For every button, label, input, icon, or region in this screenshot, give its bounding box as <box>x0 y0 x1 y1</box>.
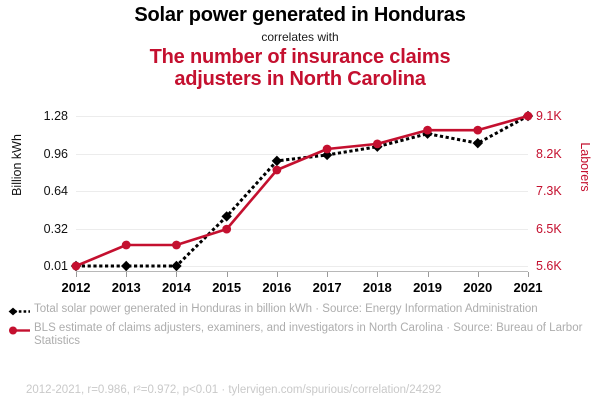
x-axis-tick <box>377 272 379 277</box>
data-point-marker <box>523 111 533 121</box>
y-axis-left-tick-label: 0.96 <box>43 146 68 161</box>
y-axis-right-ticks: 5.6K 6.5K 7.3K 8.2K 9.1K <box>536 109 596 273</box>
x-axis-tick <box>327 272 329 277</box>
x-axis-tick <box>126 272 128 277</box>
x-axis-tick <box>76 272 77 277</box>
data-point-marker <box>472 137 483 149</box>
x-axis-tick-label: 2017 <box>312 280 342 295</box>
correlation-stats: 2012-2021, r=0.986, r²=0.972, p<0.01 · t… <box>26 384 442 396</box>
y-axis-right-tick-label: 9.1K <box>536 109 562 123</box>
x-axis-tick-label: 2016 <box>262 280 292 295</box>
secondary-title-line1: The number of insurance claims <box>149 46 451 68</box>
x-axis-tick-label: 2018 <box>362 280 392 295</box>
plot-area <box>70 110 534 272</box>
y-axis-left-tick-label: 0.32 <box>43 221 68 236</box>
secondary-title: The number of insurance claims adjusters… <box>0 46 600 90</box>
series-line-1 <box>76 114 529 268</box>
legend-item-adjusters: BLS estimate of claims adjusters, examin… <box>8 322 592 349</box>
page-title: Solar power generated in Honduras <box>134 4 466 26</box>
y-axis-left-tick-label: 0.64 <box>43 184 68 198</box>
data-point-marker <box>473 125 483 135</box>
secondary-title-line2: adjusters in North Carolina <box>174 68 426 90</box>
data-point-marker <box>222 224 232 234</box>
series-line-2 <box>74 114 530 268</box>
x-axis-tick-label: 2015 <box>212 280 242 295</box>
data-point-marker <box>172 240 181 250</box>
gridline <box>76 116 528 117</box>
y-axis-right-tick-label: 5.6K <box>536 259 562 273</box>
data-point-marker <box>221 211 232 222</box>
y-axis-left-ticks: 0.01 0.32 0.64 0.96 1.28 <box>0 109 68 273</box>
x-axis-tick-label: 2013 <box>111 280 141 295</box>
x-axis-tick-label: 2021 <box>513 280 543 295</box>
y-axis-right-title: Laborers <box>578 142 592 192</box>
x-axis-tick <box>528 272 529 277</box>
x-axis-tick <box>226 272 228 277</box>
x-axis-tick-label: 2012 <box>61 280 91 295</box>
legend-item-solar: Total solar power generated in Honduras … <box>8 303 592 317</box>
x-axis-tick-label: 2019 <box>413 280 442 295</box>
data-point-marker <box>171 260 182 272</box>
data-point-marker <box>71 261 81 271</box>
y-axis-right-tick-label: 7.3K <box>536 184 562 198</box>
legend-item-solar-label: Total solar power generated in Honduras … <box>34 303 538 315</box>
gridline <box>76 266 528 267</box>
x-axis-tick <box>176 272 178 277</box>
data-point-marker <box>121 240 131 250</box>
y-axis-left-tick-label: 0.01 <box>43 259 68 273</box>
x-axis-line <box>76 271 528 272</box>
y-axis-right-tick-label: 6.5K <box>536 221 562 236</box>
legend: Total solar power generated in Honduras … <box>8 303 592 354</box>
x-axis-tick-label: 2020 <box>463 280 493 295</box>
x-axis-tick <box>276 272 278 277</box>
series-layer <box>70 110 534 272</box>
gridline <box>76 191 528 192</box>
legend-item-adjusters-label: BLS estimate of claims adjusters, examin… <box>34 321 583 348</box>
x-axis-labels: 2012 2013 2014 2015 2016 2017 2018 2019 2020 2021 <box>0 280 600 298</box>
data-point-marker <box>423 125 432 135</box>
data-point-marker <box>272 165 282 175</box>
gridline <box>76 153 528 155</box>
correlates-with-label: correlates with <box>261 30 339 44</box>
x-axis-ticks <box>76 272 529 278</box>
data-point-marker <box>322 144 332 154</box>
y-axis-left-tick-label: 1.28 <box>43 109 68 123</box>
x-axis-tick-label: 2014 <box>161 280 191 295</box>
gridline <box>76 228 528 230</box>
red-circle-solid-line-icon <box>9 326 30 334</box>
x-axis-tick <box>477 272 479 277</box>
black-diamond-dotted-line-icon <box>8 307 30 316</box>
data-point-marker <box>121 260 132 272</box>
x-axis-tick <box>427 272 429 277</box>
y-axis-left-title: Billion kWh <box>10 134 24 196</box>
data-point-marker <box>372 139 382 149</box>
y-axis-right-tick-label: 8.2K <box>536 146 562 161</box>
